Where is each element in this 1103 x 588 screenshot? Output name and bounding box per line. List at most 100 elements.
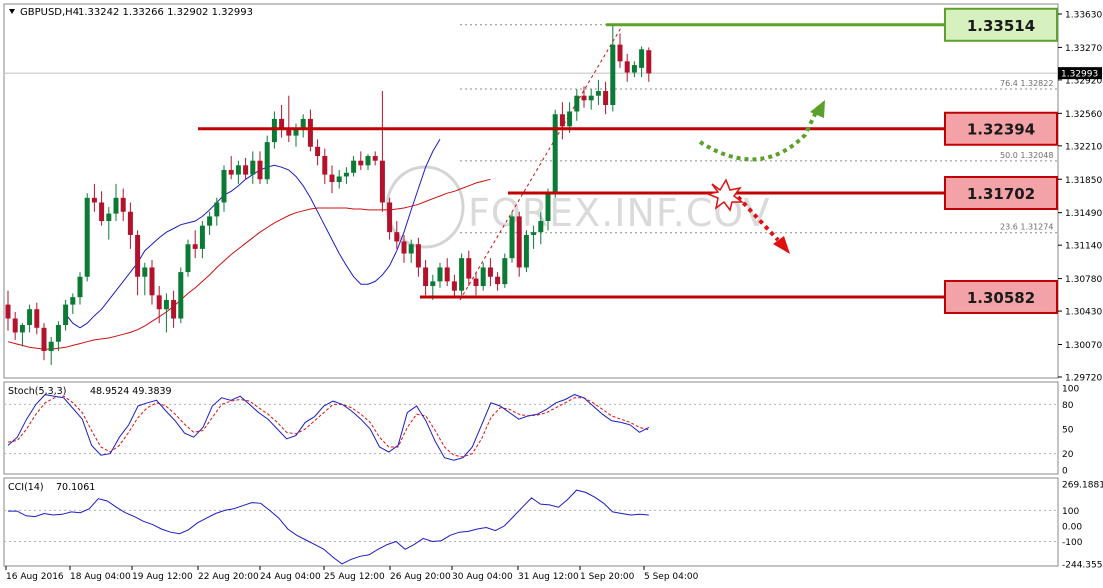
chart-symbol: GBPUSD,H4 [20, 7, 79, 18]
candle-body [163, 299, 169, 310]
time-tick-label: 25 Aug 12:00 [324, 572, 385, 582]
price-tick-label: 1.32920 [1065, 76, 1102, 86]
candle-body [394, 232, 400, 242]
time-tick-label: 5 Sep 04:00 [644, 572, 699, 582]
candle-body [624, 61, 630, 73]
candle-body [55, 325, 61, 342]
candle-body [415, 244, 421, 268]
time-tick-label: 31 Aug 12:00 [518, 572, 579, 582]
candle-body [315, 146, 321, 157]
candle-body [595, 91, 601, 96]
candle-body [48, 341, 54, 352]
cci-title: CCI(14) [8, 482, 44, 493]
level-box [944, 7, 1058, 42]
candle-body [487, 267, 493, 277]
stoch-tick-label: 50 [1062, 426, 1074, 436]
time-tick-label: 18 Aug 04:00 [70, 572, 131, 582]
candle-body [171, 299, 177, 319]
stoch-title: Stoch(5,3,3) [8, 386, 66, 397]
candle-body [228, 169, 234, 175]
candle-body [135, 234, 141, 277]
candle-body [639, 49, 645, 68]
candle-body [271, 118, 277, 143]
fib-label: 23.6 1.31274 [1000, 223, 1053, 232]
time-tick-label: 24 Aug 04:00 [260, 572, 321, 582]
price-tick-label: 1.33630 [1065, 11, 1102, 21]
candle-body [531, 232, 537, 235]
candle-body [329, 174, 335, 183]
fib-diagonal [459, 25, 623, 301]
candle-body [379, 160, 385, 203]
candle-body [12, 318, 18, 333]
candle-body [214, 202, 220, 217]
candle-body [387, 202, 393, 233]
candle-body [365, 156, 371, 166]
candle-body [113, 197, 119, 214]
candle-body [178, 272, 184, 319]
price-tick-label: 1.32210 [1065, 142, 1102, 152]
time-tick-label: 19 Aug 12:00 [132, 572, 193, 582]
price-tick-label: 1.29720 [1065, 374, 1102, 384]
candle-body [27, 309, 33, 326]
bullish-arrow-path [698, 107, 820, 162]
candle-body [293, 130, 299, 136]
cci-tick-label: 0.00 [1062, 522, 1082, 532]
candle-body [142, 267, 148, 277]
current-price-label: 1.32993 [1061, 70, 1098, 80]
time-tick-label: 22 Aug 20:00 [198, 572, 259, 582]
candle-body [444, 267, 450, 282]
candle-body [286, 128, 292, 136]
candle-body [351, 160, 357, 173]
stoch-panel [3, 381, 1059, 475]
level-box [944, 279, 1058, 314]
price-tick-label: 1.33270 [1065, 44, 1102, 54]
candle-body [34, 309, 40, 328]
breakout-burst-icon [705, 178, 745, 212]
candle-body [451, 281, 457, 291]
candle-body [545, 193, 551, 222]
price-tick-label: 1.31140 [1065, 242, 1102, 252]
candle-body [343, 172, 349, 177]
candle-body [567, 111, 573, 127]
candle-body [473, 278, 479, 287]
candle-body [5, 304, 11, 319]
price-tick-label: 1.31490 [1065, 209, 1102, 219]
candle-body [106, 213, 112, 222]
level-label: 1.32394 [967, 121, 1035, 139]
candle-body [631, 65, 637, 73]
price-tick-label: 1.30430 [1065, 308, 1102, 318]
candle-body [372, 156, 378, 161]
candle-body [336, 176, 342, 183]
candle-body [466, 258, 472, 279]
level-label: 1.33514 [967, 17, 1035, 35]
time-tick-label: 26 Aug 20:00 [390, 572, 451, 582]
candle-body [495, 276, 501, 285]
candle-body [358, 160, 364, 166]
candle-body [603, 91, 609, 105]
cci-tick-label: -244.3556 [1062, 561, 1103, 571]
candle-body [84, 197, 90, 277]
time-tick-label: 1 Sep 20:00 [580, 572, 635, 582]
candle-body [559, 114, 565, 127]
price-axis: 1.33630 1.33270 1.32920 1.32560 1.32210 1.318… [1058, 11, 1102, 384]
ma-slow-line [7, 178, 491, 350]
stoch-tick-label: 0 [1062, 467, 1068, 477]
candle-body [63, 304, 69, 326]
candle-body [610, 44, 616, 105]
bearish-arrowhead [773, 236, 790, 254]
header-marker [9, 9, 15, 14]
time-tick-label: 16 Aug 2016 [6, 572, 64, 582]
candle-body [538, 221, 544, 233]
candle-body [459, 258, 465, 291]
stoch-tick-label: 100 [1062, 385, 1079, 395]
projection-arrows [698, 100, 825, 254]
candle-body [264, 142, 270, 180]
candle-body [307, 118, 313, 147]
candle-body [617, 44, 623, 62]
candle-body [250, 160, 256, 175]
candle-body [646, 50, 652, 74]
candle-body [99, 202, 105, 222]
fibonacci-layer: 76.4 1.32822 50.0 1.32048 23.6 1.31274 [459, 24, 1058, 301]
candle-body [257, 160, 263, 180]
